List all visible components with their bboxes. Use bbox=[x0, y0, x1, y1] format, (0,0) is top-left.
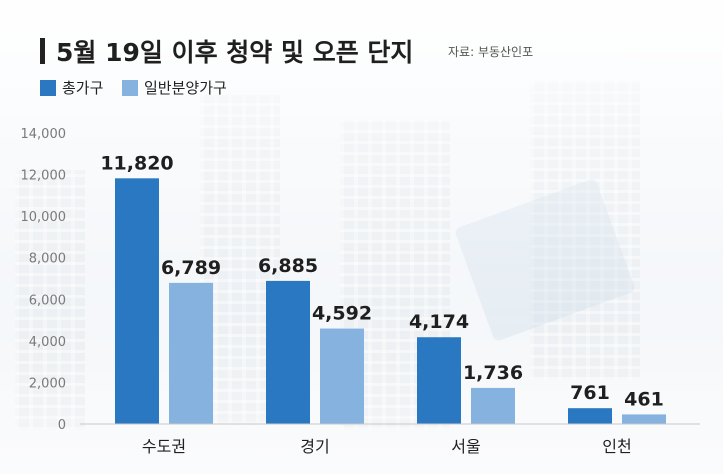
legend-item-total: 총가구 bbox=[40, 77, 103, 98]
y-tick-label: 12,000 bbox=[21, 169, 67, 184]
legend-item-general: 일반분양가구 bbox=[122, 77, 227, 98]
bar-general bbox=[471, 387, 515, 424]
y-tick-label: 2,000 bbox=[29, 376, 66, 391]
bar-general bbox=[622, 414, 666, 424]
data-label: 1,736 bbox=[463, 362, 523, 384]
legend-label-total: 총가구 bbox=[62, 79, 104, 97]
y-tick-label: 10,000 bbox=[21, 210, 67, 225]
source-note: 자료: 부동산인포 bbox=[448, 45, 534, 59]
bar-total bbox=[417, 337, 461, 424]
data-label: 761 bbox=[570, 382, 610, 404]
data-label: 4,592 bbox=[312, 303, 372, 325]
x-category-label: 서울 bbox=[451, 437, 480, 456]
bar-total bbox=[266, 280, 310, 424]
legend-label-general: 일반분양가구 bbox=[144, 79, 227, 97]
data-label: 6,789 bbox=[161, 257, 221, 279]
legend-swatch-total bbox=[40, 79, 56, 96]
y-tick-label: 4,000 bbox=[29, 335, 66, 350]
data-label: 461 bbox=[624, 388, 664, 410]
data-label: 11,820 bbox=[100, 152, 173, 174]
bar-general bbox=[320, 328, 364, 424]
y-tick-label: 8,000 bbox=[29, 252, 66, 267]
chart-title: 5월 19일 이후 청약 및 오픈 단지 bbox=[56, 38, 414, 67]
x-category-label: 인천 bbox=[602, 437, 631, 456]
y-tick-label: 14,000 bbox=[21, 127, 67, 142]
x-category-label: 수도권 bbox=[142, 437, 186, 456]
y-tick-label: 0 bbox=[58, 418, 66, 433]
x-category-label: 경기 bbox=[300, 437, 329, 456]
legend-swatch-general bbox=[122, 79, 138, 96]
data-label: 4,174 bbox=[409, 311, 469, 333]
bar-total bbox=[568, 408, 612, 424]
y-tick-label: 6,000 bbox=[29, 293, 66, 308]
title-accent-bar bbox=[40, 38, 45, 64]
bar-total bbox=[115, 178, 159, 424]
bar-general bbox=[169, 282, 213, 424]
data-label: 6,885 bbox=[258, 255, 318, 277]
